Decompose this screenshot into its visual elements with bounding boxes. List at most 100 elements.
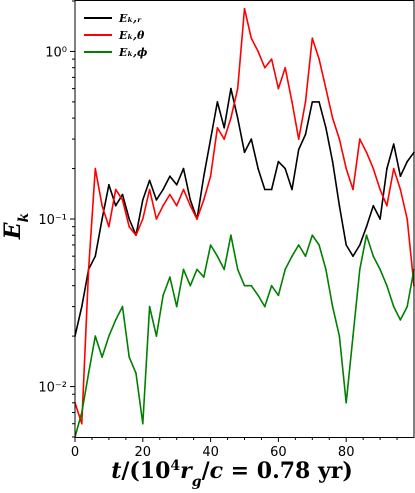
data-point (359, 138, 361, 140)
data-point (203, 199, 205, 201)
data-point (148, 188, 151, 191)
data-point (284, 66, 287, 69)
x-tick-label: 20 (135, 445, 152, 460)
data-point (114, 188, 117, 191)
data-point (108, 184, 110, 186)
x-tick-label: 40 (202, 445, 219, 460)
data-point (182, 268, 185, 271)
data-point (189, 199, 192, 201)
data-point (386, 284, 388, 287)
data-point (121, 199, 124, 201)
data-point (277, 294, 280, 297)
data-point (175, 305, 178, 308)
data-point (277, 160, 280, 163)
data-point (162, 204, 164, 207)
x-ticks: 0 20 40 60 80 (71, 437, 398, 460)
data-point (325, 268, 327, 271)
data-point (216, 101, 219, 103)
data-point (216, 127, 219, 129)
data-point (101, 218, 103, 220)
data-point (311, 234, 314, 236)
data-point (291, 188, 293, 191)
data-point (94, 255, 97, 257)
data-point (399, 175, 402, 177)
data-point (264, 66, 266, 69)
data-point (81, 305, 83, 308)
series-1 (74, 7, 415, 425)
y-ticks: 10⁻² 10⁻¹ 10⁰ (38, 0, 75, 438)
data-point (108, 335, 110, 337)
data-point (379, 268, 381, 271)
data-point (101, 204, 103, 207)
data-point (128, 225, 130, 228)
data-point (270, 58, 273, 60)
data-point (189, 284, 192, 287)
data-point (87, 268, 90, 271)
data-point (230, 234, 232, 236)
data-point (236, 268, 239, 271)
data-point (169, 276, 171, 278)
data-point (257, 50, 259, 53)
data-point (291, 255, 293, 257)
data-point (284, 167, 287, 170)
data-point (392, 167, 395, 170)
data-point (155, 335, 158, 337)
data-point (406, 218, 409, 220)
data-point (169, 193, 171, 196)
data-point (386, 167, 388, 170)
data-point (386, 204, 388, 207)
data-point (94, 167, 97, 170)
data-point (399, 319, 402, 321)
data-point (121, 193, 124, 196)
data-point (264, 305, 266, 308)
data-point (236, 87, 239, 90)
data-point (243, 151, 246, 154)
data-point (270, 188, 273, 191)
data-point (196, 218, 198, 220)
data-point (318, 244, 320, 246)
data-point (114, 319, 117, 321)
data-point (155, 199, 158, 201)
y-axis-title: Ek (0, 212, 32, 240)
data-point (379, 218, 381, 220)
data-point (203, 276, 205, 278)
data-point (345, 402, 348, 404)
data-point (284, 268, 287, 271)
data-point (304, 101, 307, 103)
data-point (352, 335, 354, 337)
data-point (128, 218, 130, 220)
data-point (325, 87, 327, 90)
data-point (406, 160, 409, 163)
data-point (345, 167, 348, 170)
x-axis-title: t/(104rg/c = 0.78 yr) (111, 458, 353, 490)
y-tick-label: 10⁻¹ (38, 213, 67, 228)
data-point (101, 356, 103, 358)
data-point (352, 188, 354, 191)
series-line-2 (74, 234, 415, 438)
legend-label-1: Eₖ,θ (118, 29, 145, 42)
data-point (264, 188, 266, 191)
data-point (392, 305, 395, 308)
data-point (250, 138, 253, 140)
data-point (223, 268, 225, 271)
data-point (203, 175, 205, 177)
data-point (94, 335, 97, 337)
data-point (338, 335, 341, 337)
data-point (243, 284, 246, 287)
data-point (250, 284, 253, 287)
data-point (372, 255, 375, 257)
data-point (372, 204, 375, 207)
data-point (257, 167, 259, 170)
data-point (81, 411, 83, 414)
data-point (297, 138, 300, 140)
legend-label-0: Eₖ,ᵣ (118, 12, 142, 25)
data-point (318, 58, 320, 60)
data-point (135, 234, 137, 236)
series-layer (74, 7, 415, 438)
data-point (304, 133, 307, 136)
data-point (108, 225, 110, 228)
data-point (175, 184, 178, 186)
data-point (352, 255, 354, 257)
x-tick-label: 60 (270, 445, 287, 460)
data-point (128, 356, 130, 358)
